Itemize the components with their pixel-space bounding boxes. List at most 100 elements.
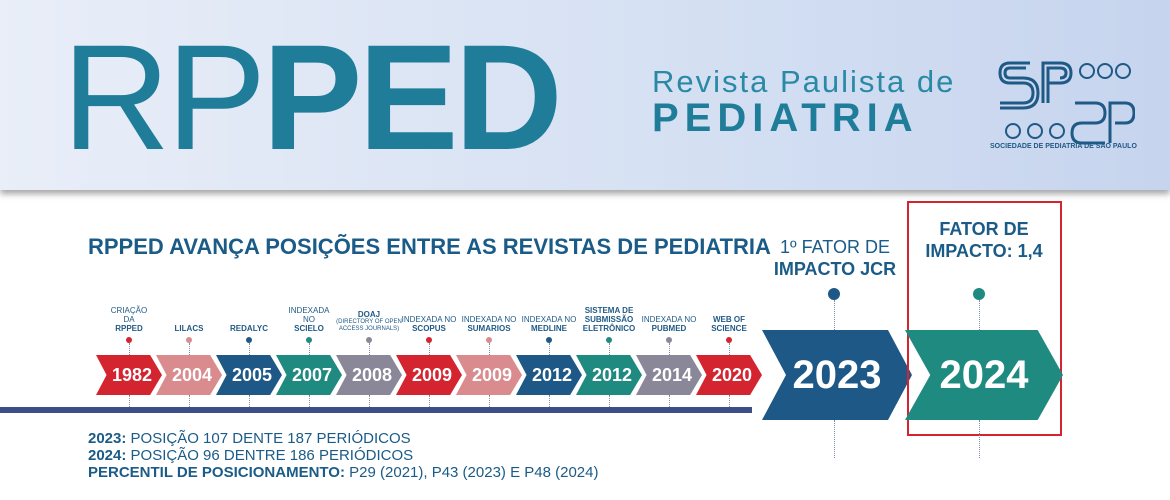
milestone-label-part: NO (303, 315, 315, 324)
timeline-dot (426, 337, 432, 343)
timeline-dot (246, 337, 252, 343)
milestone-label-part: WEB OF (713, 315, 745, 324)
milestone-label-part: SCIELO (294, 324, 324, 333)
milestone-label-part: INDEXADA NO (401, 315, 457, 324)
header-banner: RPPED Revista Paulista de PEDIATRIA SOCI… (0, 0, 1170, 190)
timeline-connector (609, 343, 610, 355)
impact-highlight-box (907, 201, 1062, 436)
timeline-connector-lower (669, 395, 670, 407)
milestone-label-part: SUMARIOS (467, 324, 511, 333)
stats-value: P29 (2021), P43 (2023) E P48 (2024) (344, 464, 599, 481)
year-arrow-2023: 2023 (762, 330, 912, 420)
timeline-connector-lower (189, 395, 190, 407)
timeline-milestone-label: INDEXADA NO SCOPUS (389, 315, 469, 333)
timeline-baseline (0, 407, 752, 413)
timeline-dot (306, 337, 312, 343)
year-arrow-2023-label: 2023 (792, 352, 882, 397)
jcr-label-line2: IMPACTO JCR (773, 259, 897, 279)
impact-connector-bottom (979, 420, 980, 458)
stats-value: POSIÇÃO 107 DENTE 187 PERIÓDICOS (126, 430, 411, 447)
headline: RPPED AVANÇA POSIÇÕES ENTRE AS REVISTAS … (88, 234, 771, 259)
logo-thin-part: RP (62, 13, 266, 181)
impact-connector-top (979, 300, 980, 330)
stats-key: PERCENTIL DE POSICIONAMENTO: (88, 464, 345, 481)
timeline-connector (429, 343, 430, 355)
jcr-milestone-dot (828, 288, 840, 300)
timeline-connector-lower (729, 395, 730, 407)
timeline-year: 2009 (471, 364, 513, 385)
timeline-year: 1982 (111, 364, 153, 385)
timeline-dot (186, 337, 192, 343)
stats-key: 2023: (88, 430, 127, 447)
timeline-connector-lower (249, 395, 250, 407)
timeline-connector-lower (489, 395, 490, 407)
timeline-dot (726, 337, 732, 343)
jcr-connector-bottom (834, 420, 835, 458)
timeline-connector (549, 343, 550, 355)
timeline-arrow: 2004 (156, 355, 222, 395)
jcr-label-line1: 1º FATOR DE (780, 237, 890, 257)
timeline-milestone-label: DOAJ (DIRECTORY OF OPEN ACCESS JOURNALS) (329, 310, 409, 333)
timeline-arrow: 2009 (456, 355, 522, 395)
jcr-connector-top (834, 300, 835, 330)
milestone-label-part: PUBMED (651, 324, 687, 333)
impact-milestone-dot (973, 288, 985, 300)
timeline-milestone-label: INDEXADA NO PUBMED (629, 315, 709, 333)
stats-value: POSIÇÃO 96 DENTRE 186 PERIÓDICOS (126, 447, 414, 464)
timeline-connector (129, 343, 130, 355)
timeline-year: 2008 (351, 364, 393, 385)
impact-label-line1: FATOR DE (939, 219, 1029, 239)
timeline-dot (546, 337, 552, 343)
timeline-connector-lower (129, 395, 130, 407)
timeline-arrow: 2012 (576, 355, 642, 395)
timeline-arrow: 2008 (336, 355, 402, 395)
timeline-connector-lower (309, 395, 310, 407)
timeline-year: 2009 (411, 364, 453, 385)
timeline-dot (366, 337, 372, 343)
spsp-society-logo (998, 61, 1135, 145)
milestone-label-part: INDEXADA (288, 306, 330, 315)
timeline-milestone-label: WEB OF SCIENCE (689, 315, 769, 333)
milestone-label-part: DA (123, 315, 135, 324)
timeline-connector (189, 343, 190, 355)
journal-subtitle-line2: PEDIATRIA (652, 96, 919, 140)
stats-line-2024: 2024: POSIÇÃO 96 DENTRE 186 PERIÓDICOS (88, 447, 598, 464)
timeline-dot (606, 337, 612, 343)
timeline-connector-lower (609, 395, 610, 407)
milestone-label-part: ELETRÔNICO (582, 324, 636, 333)
timeline-year: 2012 (531, 364, 573, 385)
jcr-milestone-label: 1º FATOR DE IMPACTO JCR (770, 236, 900, 280)
milestone-label-part: INDEXADA NO (641, 315, 697, 324)
journal-subtitle-line1: Revista Paulista de (652, 64, 956, 99)
logo-bold-part: PED (262, 13, 562, 181)
milestone-label-part: LILACS (174, 324, 204, 333)
milestone-label-part: RPPED (115, 324, 143, 333)
milestone-label-part: INDEXADA NO (461, 315, 517, 324)
timeline-milestone-label: INDEXADA NO MEDLINE (509, 315, 589, 333)
timeline-milestone-label: INDEXADA NO SCIELO (269, 306, 349, 333)
milestone-label-part: SISTEMA DE (584, 306, 634, 315)
timeline-dot (486, 337, 492, 343)
stats-block: 2023: POSIÇÃO 107 DENTE 187 PERIÓDICOS 2… (88, 430, 598, 481)
timeline-arrow: 1982 (96, 355, 162, 395)
stats-line-2023: 2023: POSIÇÃO 107 DENTE 187 PERIÓDICOS (88, 430, 598, 447)
timeline-arrow: 2020 (696, 355, 762, 395)
year-arrow-2024-label: 2024 (939, 352, 1029, 397)
impact-label-line2: IMPACTO: 1,4 (925, 241, 1043, 261)
stats-key: 2024: (88, 447, 127, 464)
stats-line-percentile: PERCENTIL DE POSICIONAMENTO: P29 (2021),… (88, 464, 598, 481)
timeline-arrow: 2014 (636, 355, 702, 395)
timeline-year: 2004 (171, 364, 213, 385)
timeline-year: 2014 (651, 364, 693, 385)
timeline-connector (729, 343, 730, 355)
timeline-connector-lower (369, 395, 370, 407)
timeline-connector (669, 343, 670, 355)
timeline-arrow: 2005 (216, 355, 282, 395)
timeline-connector (489, 343, 490, 355)
milestone-label-part: SUBMISSÃO (584, 315, 634, 324)
timeline-connector (369, 343, 370, 355)
rpped-logo: RPPED (62, 22, 563, 172)
milestone-label-part: INDEXADA NO (521, 315, 577, 324)
impact-milestone-label: FATOR DE IMPACTO: 1,4 (908, 218, 1060, 262)
milestone-label-part: CRIAÇÃO (110, 306, 148, 315)
